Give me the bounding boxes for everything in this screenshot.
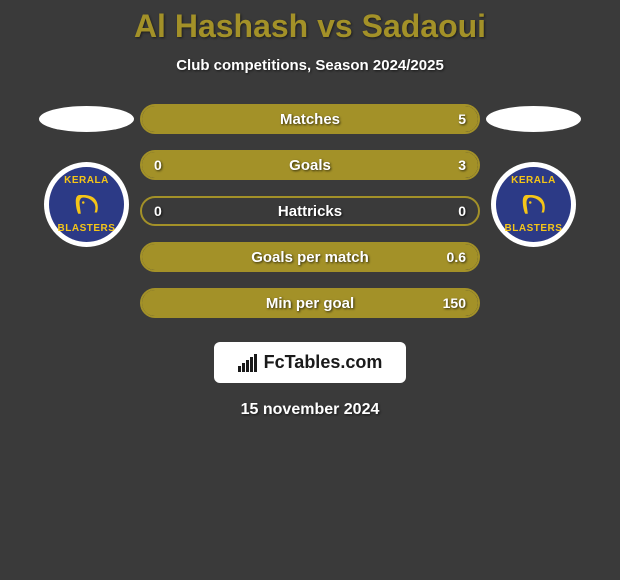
player-left-club-badge: KERALA BLASTERS [44, 162, 129, 247]
stat-value-right: 0.6 [447, 249, 466, 265]
stat-label: Min per goal [266, 295, 354, 312]
footer: FcTables.com 15 november 2024 [0, 342, 620, 419]
player-left-avatar [39, 106, 134, 132]
club-name-bottom: BLASTERS [58, 223, 116, 234]
stat-value-right: 150 [443, 295, 466, 311]
club-badge-inner: KERALA BLASTERS [49, 167, 124, 242]
stat-bar: Goals per match 0.6 [140, 242, 480, 272]
subtitle: Club competitions, Season 2024/2025 [0, 57, 620, 74]
stat-label: Goals per match [251, 249, 369, 266]
date-text: 15 november 2024 [241, 401, 380, 419]
brand-text: FcTables.com [264, 352, 383, 373]
stat-label: Hattricks [278, 203, 342, 220]
player-left-column: KERALA BLASTERS [39, 104, 134, 247]
stats-column: Matches 5 0 Goals 3 0 Hattricks 0 Goals per matc… [140, 104, 480, 318]
stat-bar: Matches 5 [140, 104, 480, 134]
player-right-column: KERALA BLASTERS [486, 104, 581, 247]
stat-bar: 0 Goals 3 [140, 150, 480, 180]
club-badge-inner: KERALA BLASTERS [496, 167, 571, 242]
elephant-icon [72, 190, 102, 220]
stat-bar: 0 Hattricks 0 [140, 196, 480, 226]
stat-value-right: 3 [458, 157, 466, 173]
stat-value-left: 0 [154, 203, 162, 219]
stat-bar: Min per goal 150 [140, 288, 480, 318]
stat-label: Matches [280, 111, 340, 128]
elephant-icon [519, 190, 549, 220]
player-right-club-badge: KERALA BLASTERS [491, 162, 576, 247]
comparison-card: Al Hashash vs Sadaoui Club competitions,… [0, 0, 620, 419]
stat-value-right: 5 [458, 111, 466, 127]
brand-box[interactable]: FcTables.com [214, 342, 407, 383]
bars-icon [238, 354, 258, 372]
club-name-top: KERALA [511, 175, 556, 186]
stat-value-left: 0 [154, 157, 162, 173]
stat-label: Goals [289, 157, 331, 174]
main-row: KERALA BLASTERS Matches 5 0 Goals 3 0 Hattrick… [0, 104, 620, 318]
club-name-top: KERALA [64, 175, 109, 186]
player-right-avatar [486, 106, 581, 132]
stat-value-right: 0 [458, 203, 466, 219]
club-name-bottom: BLASTERS [505, 223, 563, 234]
page-title: Al Hashash vs Sadaoui [0, 8, 620, 45]
